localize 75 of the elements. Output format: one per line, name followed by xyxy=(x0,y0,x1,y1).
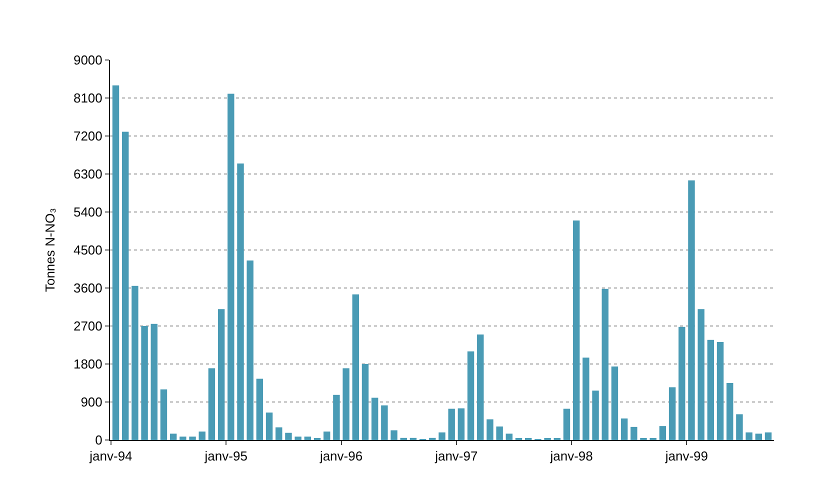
bar xyxy=(150,324,158,440)
bar xyxy=(237,163,244,440)
bar xyxy=(506,434,513,440)
bar xyxy=(698,309,704,440)
bar xyxy=(324,432,330,440)
bar xyxy=(602,288,608,440)
bar xyxy=(746,432,752,440)
y-tick-label: 8100 xyxy=(73,90,102,106)
y-tick-label: 6300 xyxy=(73,166,102,182)
y-tick-label: 2700 xyxy=(73,318,102,334)
bar xyxy=(141,326,148,440)
bar xyxy=(276,427,282,440)
bar xyxy=(448,408,455,440)
bar xyxy=(294,436,302,440)
bar xyxy=(678,326,686,440)
bar xyxy=(122,132,129,440)
bar xyxy=(304,436,312,440)
bar xyxy=(668,387,676,440)
y-axis-title: Tonnes N-NO₃ xyxy=(42,208,58,292)
bar xyxy=(736,414,743,440)
bar xyxy=(132,286,138,440)
bar xyxy=(438,432,446,440)
bar xyxy=(208,368,216,440)
bar xyxy=(563,408,570,440)
bar xyxy=(764,432,772,440)
bar xyxy=(342,368,350,440)
y-tick-label: 1800 xyxy=(73,356,102,372)
y-tick-label: 3600 xyxy=(73,280,102,296)
bar xyxy=(716,342,724,440)
bar xyxy=(630,426,638,440)
bar xyxy=(333,394,340,440)
bar xyxy=(390,430,398,440)
bar xyxy=(611,366,618,440)
bar xyxy=(496,426,503,440)
bar xyxy=(170,434,177,440)
bar xyxy=(477,334,484,440)
bar xyxy=(467,351,474,440)
bar xyxy=(688,180,695,440)
bar xyxy=(246,260,254,440)
y-tick-label: 5400 xyxy=(73,204,102,220)
bar xyxy=(266,412,273,440)
bar xyxy=(160,389,168,440)
bar xyxy=(381,405,388,440)
x-tick-label: janv-94 xyxy=(88,448,132,464)
bar xyxy=(112,85,120,440)
bar xyxy=(228,94,234,440)
y-tick-label: 9000 xyxy=(73,52,102,68)
bar xyxy=(572,220,580,440)
y-tick-label: 7200 xyxy=(73,128,102,144)
y-tick-label: 0 xyxy=(95,432,102,448)
x-tick-label: janv-96 xyxy=(318,448,363,464)
bar xyxy=(198,432,206,440)
bar xyxy=(458,408,465,440)
bar xyxy=(707,340,714,440)
bar xyxy=(726,383,734,440)
bar xyxy=(755,434,762,440)
bar xyxy=(620,418,628,440)
x-tick-label: janv-95 xyxy=(204,448,248,464)
y-tick-label: 900 xyxy=(80,394,102,410)
bar xyxy=(256,378,264,440)
bar xyxy=(189,436,196,440)
x-tick-label: janv-98 xyxy=(549,448,593,464)
bar xyxy=(180,436,186,440)
bar xyxy=(592,390,599,440)
bar xyxy=(371,398,378,440)
bar xyxy=(218,309,225,440)
x-tick-label: janv-99 xyxy=(664,448,708,464)
x-tick-label: janv-97 xyxy=(434,448,478,464)
bar xyxy=(352,294,359,440)
bar xyxy=(285,432,292,440)
bar xyxy=(486,419,494,440)
y-tick-label: 4500 xyxy=(73,242,102,258)
bar xyxy=(362,364,369,440)
bar xyxy=(659,426,666,440)
bar xyxy=(582,358,590,440)
